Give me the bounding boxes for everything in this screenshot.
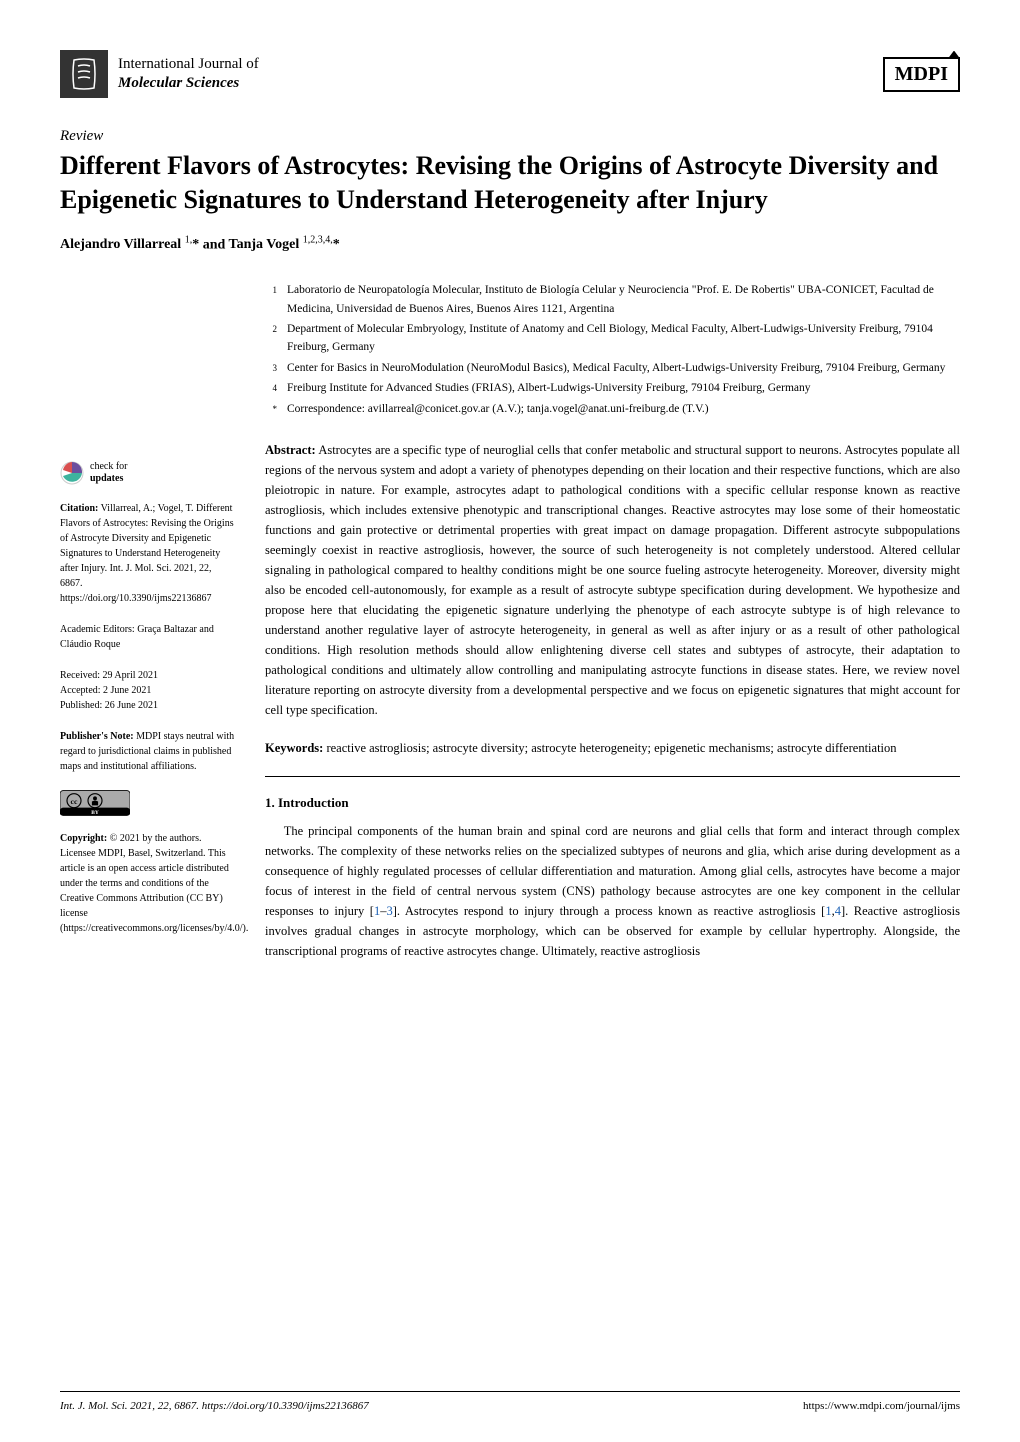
received-date: Received: 29 April 2021 <box>60 668 235 683</box>
copyright-label: Copyright: <box>60 833 107 844</box>
journal-name-line2: Molecular Sciences <box>118 74 259 94</box>
body-paragraph: The principal components of the human br… <box>265 821 960 961</box>
abstract: Abstract: Astrocytes are a specific type… <box>265 440 960 720</box>
check-updates-icon <box>60 461 84 485</box>
published-date: Published: 26 June 2021 <box>60 698 235 713</box>
citation-text: Villarreal, A.; Vogel, T. Different Flav… <box>60 503 234 604</box>
editors-block: Academic Editors: Graça Baltazar and Clá… <box>60 622 235 652</box>
affiliation-item: 3Center for Basics in NeuroModulation (N… <box>265 359 960 377</box>
check-updates-text: check for updates <box>90 461 127 485</box>
sidebar: check for updates Citation: Villarreal, … <box>60 281 235 961</box>
journal-icon <box>60 50 108 98</box>
footer-citation: Int. J. Mol. Sci. 2021, 22, 6867. https:… <box>60 1400 369 1412</box>
check-updates-widget[interactable]: check for updates <box>60 461 235 485</box>
author-1: Alejandro Villarreal 1,* <box>60 237 199 252</box>
journal-logo: International Journal of Molecular Scien… <box>60 50 259 98</box>
section-heading: 1. Introduction <box>265 795 960 811</box>
keywords-text: reactive astrogliosis; astrocyte diversi… <box>326 741 896 755</box>
dates-block: Received: 29 April 2021 Accepted: 2 June… <box>60 668 235 713</box>
svg-text:BY: BY <box>91 810 99 816</box>
publisher-logo: MDPI <box>883 57 960 92</box>
authors: Alejandro Villarreal 1,* and Tanja Vogel… <box>60 235 960 254</box>
citation-label: Citation: <box>60 503 98 514</box>
publisher-note-label: Publisher's Note: <box>60 731 134 742</box>
affiliation-item: 1Laboratorio de Neuropatología Molecular… <box>265 281 960 318</box>
main-content: 1Laboratorio de Neuropatología Molecular… <box>265 281 960 961</box>
journal-name-line1: International Journal of <box>118 55 259 75</box>
author-separator: and <box>203 237 229 252</box>
header-row: International Journal of Molecular Scien… <box>60 50 960 98</box>
affiliation-item: *Correspondence: avillarreal@conicet.gov… <box>265 400 960 418</box>
publisher-note-block: Publisher's Note: MDPI stays neutral wit… <box>60 729 235 774</box>
footer: Int. J. Mol. Sci. 2021, 22, 6867. https:… <box>60 1391 960 1412</box>
abstract-label: Abstract: <box>265 443 316 457</box>
svg-text:cc: cc <box>71 797 78 806</box>
affiliation-item: 2Department of Molecular Embryology, Ins… <box>265 320 960 357</box>
affiliation-item: 4Freiburg Institute for Advanced Studies… <box>265 379 960 397</box>
article-title: Different Flavors of Astrocytes: Revisin… <box>60 149 960 217</box>
cc-license-badge[interactable]: cc BY <box>60 790 235 821</box>
divider <box>265 776 960 777</box>
accepted-date: Accepted: 2 June 2021 <box>60 683 235 698</box>
footer-url: https://www.mdpi.com/journal/ijms <box>803 1400 960 1412</box>
citation-block: Citation: Villarreal, A.; Vogel, T. Diff… <box>60 501 235 606</box>
author-2: Tanja Vogel 1,2,3,4,* <box>229 237 340 252</box>
article-type: Review <box>60 128 960 145</box>
copyright-block: Copyright: © 2021 by the authors. Licens… <box>60 831 235 936</box>
journal-name: International Journal of Molecular Scien… <box>118 55 259 94</box>
copyright-text: © 2021 by the authors. Licensee MDPI, Ba… <box>60 833 248 934</box>
keywords: Keywords: reactive astrogliosis; astrocy… <box>265 738 960 758</box>
keywords-label: Keywords: <box>265 741 323 755</box>
affiliations: 1Laboratorio de Neuropatología Molecular… <box>265 281 960 418</box>
abstract-text: Astrocytes are a specific type of neurog… <box>265 443 960 717</box>
